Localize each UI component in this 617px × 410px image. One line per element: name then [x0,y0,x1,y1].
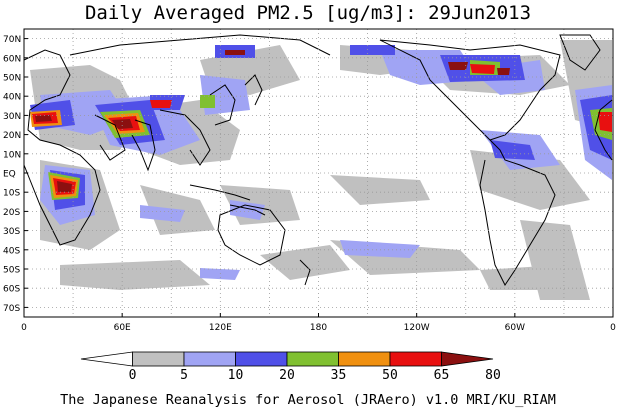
colorbar-segment [286,351,339,367]
latitude-tick-label: 20S [3,208,20,218]
latitude-tick-label: 60N [3,54,21,64]
colorbar-segment [183,351,236,367]
longitude-tick-label: 120E [209,323,232,333]
colorbar-tick-label: 50 [382,368,398,383]
longitude-tick-label: 180 [310,323,327,333]
colorbar-tick-label: 35 [331,368,347,383]
colorbar-tick-label: 10 [228,368,244,383]
colorbar-tick-label: 0 [129,368,137,383]
colorbar-segment [132,351,185,367]
longitude-labels: 0 60E 120E 180 120W 60W 0 [21,313,616,333]
map-title: Daily Averaged PM2.5 [ug/m3]: 29Jun2013 [85,2,531,24]
latitude-tick-label: 10N [3,150,21,160]
colorbar-tick-label: 20 [279,368,295,383]
longitude-tick-label: 0 [21,323,27,333]
pm25-field [30,40,612,300]
lat-lon-grid [24,29,613,317]
colorbar: 0 5 10 20 35 50 65 80 [80,351,501,383]
latitude-tick-label: EQ [3,170,16,180]
latitude-tick-label: 70N [3,35,21,45]
colorbar-tick-label: 65 [434,368,450,383]
colorbar-tick-label: 5 [180,368,188,383]
latitude-labels: 70N 60N 50N 40N 30N 20N 10N EQ 10S 20S 30S 40S 50S 60… [3,35,28,314]
latitude-tick-label: 40S [3,246,20,256]
latitude-tick-label: 30N [3,112,21,122]
latitude-tick-label: 50N [3,74,21,84]
colorbar-tick-label: 80 [485,368,501,383]
longitude-tick-label: 120W [404,323,430,333]
latitude-tick-label: 40N [3,93,21,103]
latitude-tick-label: 70S [3,304,20,314]
longitude-tick-label: 60E [114,323,131,333]
longitude-tick-label: 60W [505,323,525,333]
colorbar-segment [80,351,133,367]
colorbar-segment [389,351,442,367]
colorbar-segment [338,351,391,367]
latitude-tick-label: 10S [3,189,20,199]
latitude-tick-label: 50S [3,266,20,276]
colorbar-segment [441,351,494,367]
footer-credit: The Japanese Reanalysis for Aerosol (JRA… [60,392,556,408]
colorbar-segment [235,351,288,367]
latitude-tick-label: 60S [3,285,20,295]
longitude-tick-label: 0 [610,323,616,333]
latitude-tick-label: 20N [3,131,21,141]
latitude-tick-label: 30S [3,227,20,237]
